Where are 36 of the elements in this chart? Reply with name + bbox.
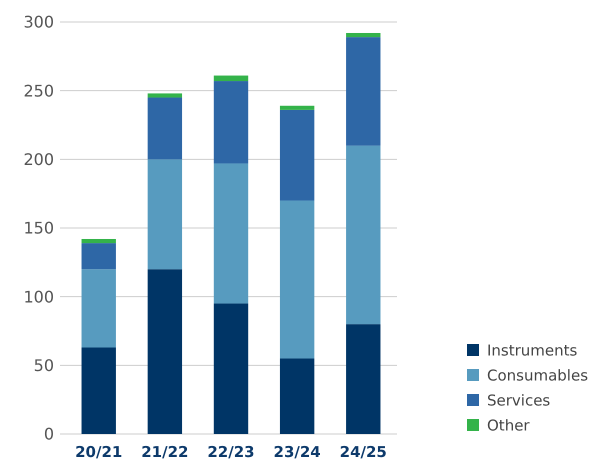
bar: [280, 358, 314, 434]
legend-label: Other: [487, 416, 530, 434]
legend-label: Instruments: [487, 341, 578, 360]
x-tick-label: 24/25: [340, 443, 387, 461]
bar: [346, 37, 380, 146]
bar: [148, 93, 182, 98]
bar: [346, 324, 380, 434]
y-tick-label: 250: [23, 81, 54, 100]
bar: [82, 243, 116, 270]
bar: [82, 269, 116, 348]
legend-label: Services: [487, 391, 550, 410]
bar: [214, 304, 248, 434]
bar: [280, 106, 314, 110]
y-tick-label: 150: [23, 218, 54, 238]
legend-label: Consumables: [487, 366, 588, 384]
bar: [280, 200, 314, 358]
bar: [214, 163, 248, 304]
bar: [82, 238, 116, 244]
bar: [346, 32, 380, 38]
bar: [82, 347, 116, 434]
x-tick-label: 20/21: [75, 443, 122, 461]
bar: [214, 81, 248, 164]
y-tick-label: 50: [34, 356, 54, 375]
y-tick-label: 200: [23, 150, 54, 169]
x-tick-label: 23/24: [274, 443, 321, 461]
bar: [148, 269, 182, 434]
bar: [280, 110, 314, 201]
x-tick-label: 21/22: [141, 443, 188, 461]
bar: [346, 146, 380, 324]
y-tick-label: 0: [44, 424, 54, 444]
bar: [148, 159, 182, 270]
x-tick-label: 22/23: [207, 443, 255, 461]
y-tick-label: 300: [23, 12, 54, 32]
bar: [214, 76, 248, 82]
y-tick-label: 100: [23, 287, 54, 306]
bar: [148, 98, 182, 160]
